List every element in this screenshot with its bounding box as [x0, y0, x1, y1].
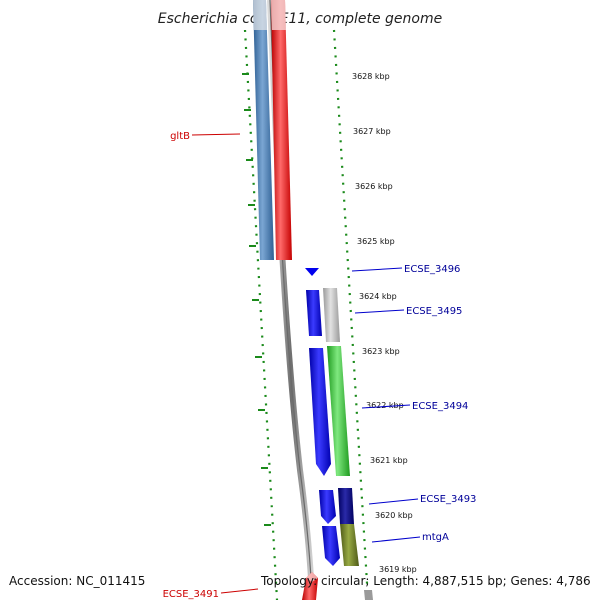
accession-text: Accession: NC_011415	[9, 574, 146, 588]
genome-summary-text: Topology: circular; Length: 4,887,515 bp…	[261, 574, 591, 588]
scale-label: 3624 kbp	[359, 292, 397, 301]
left-track-ticks	[242, 73, 271, 526]
scale-label: 3625 kbp	[357, 237, 395, 246]
upstream-red-feature	[271, 0, 292, 260]
scale-label: 3623 kbp	[362, 347, 400, 356]
scale-label: 3628 kbp	[352, 72, 390, 81]
label-leaders	[191, 133, 421, 594]
gene-label-ECSE_3494[interactable]: ECSE_3494	[412, 401, 468, 412]
ECSE_3495-partner-feature	[323, 288, 340, 342]
scale-label: 3619 kbp	[379, 565, 417, 574]
gene-label-ECSE_3496[interactable]: ECSE_3496	[404, 264, 460, 275]
gene-label-gltB[interactable]: gltB	[170, 131, 190, 142]
gene-label-mtgA[interactable]: mtgA	[422, 532, 449, 543]
ECSE_3493-partner-feature	[338, 488, 354, 524]
gltB-feature	[253, 0, 274, 260]
ECSE_3496-feature	[305, 268, 319, 276]
scale-label: 3622 kbp	[366, 401, 404, 410]
right-dotted-track	[332, 29, 370, 600]
scale-label: 3627 kbp	[353, 127, 391, 136]
ECSE_3494-feature	[309, 348, 331, 476]
mtgA-partner-feature	[340, 524, 359, 566]
gene-label-ECSE_3495[interactable]: ECSE_3495	[406, 306, 462, 317]
left-dotted-track	[243, 29, 279, 600]
ECSE_3495-feature	[306, 290, 322, 336]
scale-label: 3626 kbp	[355, 182, 393, 191]
scale-label: 3621 kbp	[370, 456, 408, 465]
ECSE_3493-feature	[319, 490, 336, 524]
map-title: Escherichia coli SE11, complete genome	[158, 11, 442, 27]
scale-label: 3620 kbp	[375, 511, 413, 520]
mtgA-feature	[322, 526, 340, 566]
gene-label-ECSE_3493[interactable]: ECSE_3493	[420, 494, 476, 505]
ECSE_3494-partner-feature	[327, 346, 350, 476]
gene-label-ECSE_3491[interactable]: ECSE_3491	[163, 589, 219, 600]
